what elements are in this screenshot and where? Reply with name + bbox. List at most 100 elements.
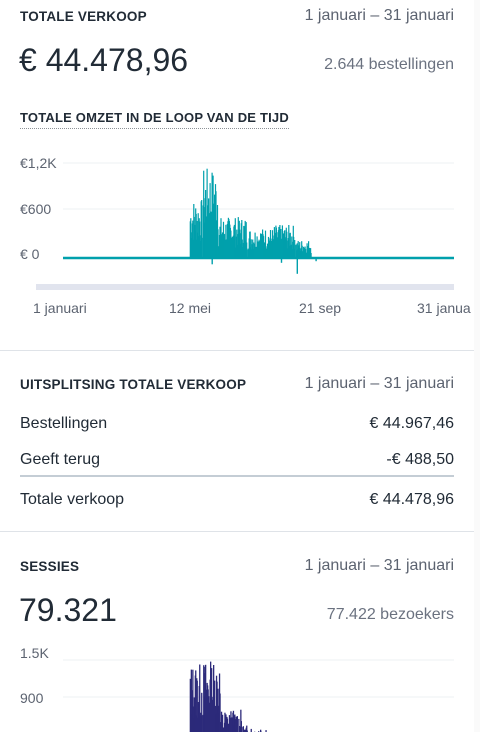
chart-bar bbox=[236, 716, 238, 732]
sessions-card: SESSIES 1 januari – 31 januari 79.321 77… bbox=[0, 532, 474, 732]
chart-bar bbox=[240, 721, 242, 732]
chart-bar bbox=[286, 231, 288, 258]
chart-bar bbox=[235, 716, 237, 732]
breakdown-title: UITSPLITSING TOTALE VERKOOP bbox=[20, 377, 247, 392]
sessions-title: SESSIES bbox=[20, 559, 80, 574]
chart-bar bbox=[238, 718, 240, 732]
chart-bar bbox=[224, 712, 226, 732]
chart-bar bbox=[219, 693, 221, 732]
chart-bar bbox=[243, 729, 245, 732]
page-scrollbar[interactable] bbox=[474, 0, 480, 732]
chart-bar bbox=[289, 232, 291, 258]
total-sales-card: TOTALE VERKOOP 1 januari – 31 januari € … bbox=[0, 0, 474, 350]
breakdown-date-range: 1 januari – 31 januari bbox=[304, 375, 454, 392]
chart-bar bbox=[240, 709, 242, 732]
chart-bar bbox=[231, 717, 233, 732]
chart-bar bbox=[254, 232, 256, 258]
chart-bar bbox=[293, 236, 295, 258]
chart-bar bbox=[221, 714, 224, 732]
chart-bar bbox=[225, 224, 227, 258]
chart-bar bbox=[201, 692, 203, 732]
total-divider-line bbox=[20, 475, 454, 477]
chart-bar bbox=[226, 718, 229, 732]
chart-bar bbox=[203, 170, 205, 258]
breakdown-total-label: Totale verkoop bbox=[20, 491, 125, 508]
chart-bar-negative bbox=[296, 258, 298, 274]
total-sales-date-range: 1 januari – 31 januari bbox=[304, 7, 454, 24]
chart-bar bbox=[265, 730, 267, 732]
chart-bar bbox=[242, 726, 244, 732]
chart-bar bbox=[249, 231, 251, 258]
chart-bar bbox=[211, 172, 213, 258]
x-tick-label: 1 januari bbox=[33, 300, 87, 316]
chart-bar bbox=[259, 241, 261, 258]
chart-bar bbox=[241, 727, 243, 732]
chart-bar bbox=[234, 719, 236, 732]
chart-bar bbox=[217, 229, 219, 258]
chart-bar bbox=[246, 725, 248, 732]
chart-bar bbox=[191, 690, 193, 732]
chart-bar-negative bbox=[315, 258, 317, 262]
chart-bar bbox=[230, 711, 232, 732]
sessions-date-range: 1 januari – 31 januari bbox=[304, 557, 454, 574]
y-tick-label: € 0 bbox=[20, 246, 40, 262]
chart-bar-negative bbox=[211, 258, 213, 265]
section-divider bbox=[0, 531, 474, 532]
chart-bar bbox=[252, 239, 254, 258]
chart-bar bbox=[216, 681, 218, 732]
x-tick-label: 12 mei bbox=[169, 300, 212, 316]
chart-bar bbox=[214, 680, 216, 732]
section-divider bbox=[0, 350, 474, 351]
chart-bar bbox=[232, 710, 235, 732]
x-axis-bar bbox=[36, 284, 454, 290]
chart-bar bbox=[210, 661, 212, 732]
chart-bar bbox=[201, 237, 203, 258]
chart-bar bbox=[250, 239, 252, 258]
chart-bar bbox=[301, 245, 303, 258]
chart-bar bbox=[245, 222, 247, 258]
chart-bar bbox=[234, 218, 236, 258]
chart-bar bbox=[264, 230, 267, 258]
y-tick-label: 900 bbox=[20, 690, 44, 706]
chart-bar bbox=[272, 239, 275, 258]
chart-bar-negative bbox=[280, 258, 283, 263]
chart-bar bbox=[294, 245, 296, 258]
chart-bar bbox=[250, 728, 252, 732]
y-tick-label: 1.5K bbox=[20, 645, 49, 661]
chart-bar bbox=[201, 715, 203, 732]
total-sales-title: TOTALE VERKOOP bbox=[20, 9, 147, 24]
breakdown-row-value: € 44.967,46 bbox=[369, 415, 454, 432]
total-sales-orders: 2.644 bestellingen bbox=[324, 56, 454, 73]
breakdown-row-label: Bestellingen bbox=[20, 415, 108, 432]
chart-bar bbox=[197, 213, 199, 258]
breakdown-row-label: Geeft terug bbox=[20, 451, 101, 468]
sessions-chart[interactable] bbox=[0, 652, 474, 732]
x-tick-label: 31 janua bbox=[417, 300, 471, 316]
chart-bar bbox=[201, 200, 203, 258]
total-sales-amount: € 44.478,96 bbox=[19, 42, 189, 78]
chart-bar bbox=[244, 220, 246, 258]
chart-bar bbox=[192, 220, 194, 258]
chart-bar bbox=[199, 664, 201, 732]
chart-bar bbox=[308, 241, 310, 258]
sales-chart-title[interactable]: TOTALE OMZET IN DE LOOP VAN DE TIJD bbox=[20, 110, 289, 129]
chart-bar bbox=[246, 730, 248, 732]
x-tick-label: 21 sep bbox=[299, 300, 342, 316]
chart-bar bbox=[288, 233, 290, 258]
chart-bar bbox=[310, 253, 312, 258]
chart-bar bbox=[246, 242, 248, 258]
chart-bar bbox=[211, 668, 213, 732]
chart-bar bbox=[215, 191, 217, 258]
breakdown-row-value: -€ 488,50 bbox=[386, 451, 454, 468]
breakdown-total-value: € 44.478,96 bbox=[369, 491, 454, 508]
chart-bar bbox=[195, 213, 197, 258]
sales-breakdown-card: UITSPLITSING TOTALE VERKOOP 1 januari – … bbox=[0, 351, 474, 531]
y-tick-label: €600 bbox=[20, 201, 52, 217]
chart-bar bbox=[196, 680, 198, 732]
chart-bar bbox=[299, 242, 301, 258]
chart-bar bbox=[195, 670, 197, 732]
sales-chart[interactable] bbox=[0, 145, 474, 295]
sessions-count: 79.321 bbox=[19, 592, 117, 628]
y-tick-label: €1,2K bbox=[20, 155, 57, 171]
chart-bar bbox=[230, 230, 232, 258]
